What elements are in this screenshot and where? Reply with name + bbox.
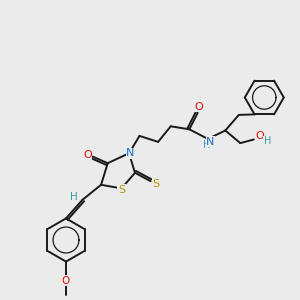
Text: O: O: [195, 102, 204, 112]
Text: O: O: [255, 131, 264, 142]
Text: N: N: [126, 148, 135, 158]
Text: O: O: [83, 150, 92, 160]
Text: N: N: [206, 137, 214, 147]
Text: H: H: [203, 140, 210, 150]
Text: O: O: [62, 275, 70, 286]
Text: H: H: [264, 136, 271, 146]
Text: S: S: [152, 178, 160, 189]
Text: H: H: [70, 192, 78, 203]
Text: S: S: [118, 185, 125, 195]
